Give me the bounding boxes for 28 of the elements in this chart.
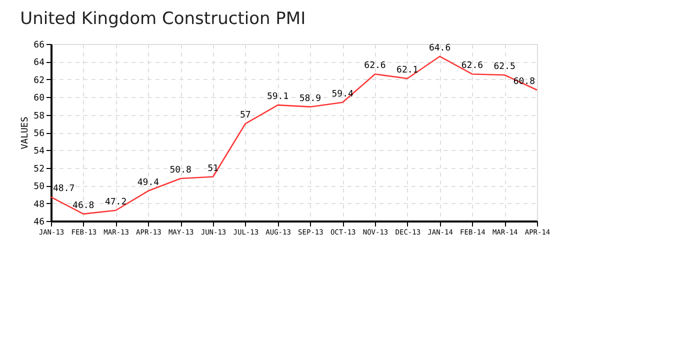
y-tick-label: 50: [34, 182, 44, 192]
data-label: 46.8: [72, 200, 94, 211]
data-label: 50.8: [170, 166, 192, 176]
y-tick-label: 60: [34, 94, 44, 104]
y-tick-label: 46: [34, 218, 44, 228]
chart-title: United Kingdom Construction PMI: [20, 9, 306, 29]
line-series: [50, 56, 538, 215]
y-tick-label: 56: [34, 129, 44, 139]
data-label: 62.6: [364, 61, 386, 72]
data-label: 47.2: [104, 197, 127, 208]
data-label: 62.5: [494, 62, 516, 72]
y-tick-label: 54: [34, 146, 44, 157]
data-label: 59.1: [266, 92, 289, 102]
y-tick-label: 64: [34, 58, 44, 68]
y-tick-label: 62: [34, 76, 44, 86]
y-tick-label: 48: [34, 200, 44, 210]
data-label: 48.7: [53, 184, 75, 194]
y-tick-label: 52: [34, 164, 44, 174]
data-label: 57: [240, 110, 251, 121]
y-tick-label: 66: [34, 40, 44, 50]
y-tick-label: 58: [34, 111, 44, 122]
data-label: 64.6: [428, 43, 451, 54]
data-label: 51: [208, 164, 218, 174]
data-label: 62.1: [396, 66, 418, 76]
data-label: 62.6: [461, 61, 484, 72]
data-label: 49.4: [137, 178, 160, 188]
y-axis-title: VALUES: [20, 116, 31, 150]
data-label: 58.9: [299, 94, 322, 104]
